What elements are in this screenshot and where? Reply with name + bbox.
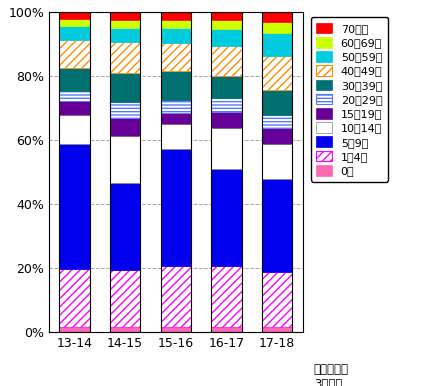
Bar bbox=[211, 20, 242, 29]
Bar bbox=[161, 113, 191, 124]
Bar bbox=[211, 169, 242, 266]
Bar bbox=[59, 12, 89, 332]
Bar bbox=[211, 46, 242, 76]
Bar bbox=[110, 12, 140, 20]
Bar bbox=[161, 43, 191, 71]
Bar bbox=[262, 22, 292, 33]
Bar bbox=[262, 12, 292, 22]
Bar bbox=[211, 128, 242, 169]
Bar bbox=[110, 28, 140, 42]
Bar bbox=[161, 71, 191, 100]
Bar bbox=[161, 266, 191, 327]
Bar bbox=[211, 112, 242, 128]
Bar bbox=[262, 144, 292, 179]
Bar bbox=[161, 100, 191, 113]
Bar bbox=[262, 327, 292, 332]
Bar bbox=[110, 12, 140, 332]
Bar bbox=[59, 269, 89, 327]
Bar bbox=[110, 271, 140, 327]
Bar bbox=[110, 73, 140, 102]
Bar bbox=[161, 124, 191, 149]
Legend: 70〜歳, 60〜69歳, 50〜59歳, 40〜49歳, 30〜39歳, 20〜29歳, 15〜19歳, 10〜14歳, 5〜9歳, 1〜4歳, 0歳: 70〜歳, 60〜69歳, 50〜59歳, 40〜49歳, 30〜39歳, 20… bbox=[311, 17, 388, 181]
Bar bbox=[161, 12, 191, 20]
Bar bbox=[59, 91, 89, 102]
Bar bbox=[110, 136, 140, 183]
Bar bbox=[262, 115, 292, 128]
Bar bbox=[59, 40, 89, 68]
Bar bbox=[262, 179, 292, 272]
Bar bbox=[59, 115, 89, 144]
Bar bbox=[110, 102, 140, 119]
Bar bbox=[161, 327, 191, 332]
Bar bbox=[59, 102, 89, 115]
Bar bbox=[59, 19, 89, 25]
Bar bbox=[59, 25, 89, 40]
Bar bbox=[59, 68, 89, 91]
Bar bbox=[110, 20, 140, 28]
Bar bbox=[211, 29, 242, 46]
Bar bbox=[161, 149, 191, 266]
Bar bbox=[110, 183, 140, 271]
Bar bbox=[211, 76, 242, 98]
Bar bbox=[110, 42, 140, 73]
Bar bbox=[110, 136, 140, 183]
Bar bbox=[59, 12, 89, 19]
Bar bbox=[211, 98, 242, 112]
Bar bbox=[211, 12, 242, 332]
Bar bbox=[211, 266, 242, 327]
Bar bbox=[161, 28, 191, 43]
Bar bbox=[211, 12, 242, 20]
Bar bbox=[262, 272, 292, 327]
Bar bbox=[110, 327, 140, 332]
Bar bbox=[110, 119, 140, 136]
Bar bbox=[59, 144, 89, 269]
Text: 年シーズン
3週まで: 年シーズン 3週まで bbox=[314, 362, 349, 386]
Bar bbox=[262, 12, 292, 332]
Bar bbox=[59, 327, 89, 332]
Bar bbox=[262, 56, 292, 90]
Bar bbox=[262, 128, 292, 144]
Bar bbox=[161, 20, 191, 28]
Bar bbox=[262, 33, 292, 56]
Bar bbox=[262, 90, 292, 115]
Bar bbox=[161, 12, 191, 332]
Bar bbox=[59, 115, 89, 144]
Bar bbox=[211, 128, 242, 169]
Bar bbox=[262, 144, 292, 179]
Bar bbox=[211, 327, 242, 332]
Bar bbox=[161, 124, 191, 149]
